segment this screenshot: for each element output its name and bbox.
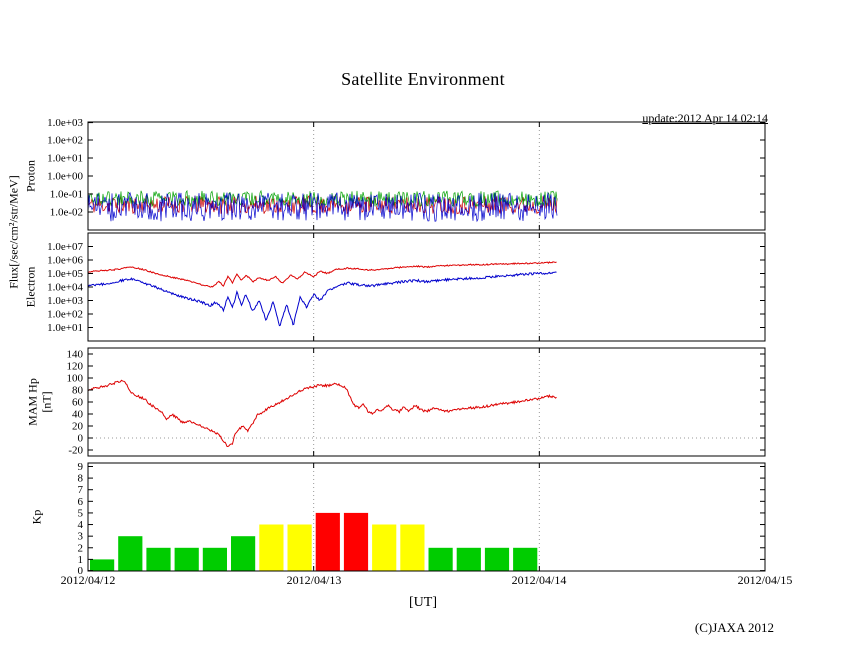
y-tick-label: 80 [72,385,84,397]
kp-bar [90,559,115,571]
y-tick-label: 8 [78,473,84,485]
mam-hp-unit-label: [nT] [39,391,54,413]
kp-bar [484,547,510,571]
proton-blue-trace [87,191,558,223]
y-tick-label: 1.0e+01 [47,322,83,334]
kp-bar [456,547,481,571]
y-tick-label: 5 [78,507,84,519]
y-tick-label: 3 [78,531,84,543]
kp-bar [231,536,256,571]
y-tick-label: 9 [78,461,84,473]
kp-bar [202,547,227,571]
kp-bar [118,536,143,571]
y-tick-label: 2 [78,542,84,554]
y-tick-label: 1.0e+01 [47,153,83,165]
kp-bar [428,547,453,571]
y-tick-label: 1.0e+03 [47,117,83,129]
x-tick-label-day2: 2012/04/14 [511,573,567,587]
mam-hp-frame [87,347,766,457]
kp-bar [315,512,340,571]
x-tick-label-day1: 2012/04/13 [286,573,342,587]
y-tick-label: 1.0e+02 [47,309,83,321]
y-tick-label: 1.0e-01 [50,189,83,201]
page-title: Satellite Environment [341,69,505,89]
kp-bar [287,524,312,571]
y-tick-label: 1.0e+00 [47,171,83,183]
y-tick-label: 0 [78,433,84,445]
electron-flux-frame [87,232,766,342]
y-tick-label: 120 [67,361,84,373]
kp-bar [146,547,171,571]
mam-hp-axis-label: MAM Hp [25,378,40,426]
y-tick-label: 1.0e+02 [47,135,83,147]
y-tick-label: 60 [72,397,84,409]
x-tick-label-day3: 2012/04/15 [737,573,793,587]
y-tick-label: 140 [67,349,84,361]
hp-line [87,379,557,448]
kp-bar [513,547,538,571]
y-tick-label: 6 [78,496,84,508]
y-tick-label: 40 [72,409,84,421]
y-tick-label: 7 [78,484,84,496]
y-tick-label: 1 [78,554,84,566]
kp-bar [372,524,397,571]
kp-axis-label: Kp [29,509,44,525]
y-tick-label: 1.0e+06 [47,255,83,267]
electron-low-line [87,271,557,327]
y-tick-label: 1.0e+03 [47,295,83,307]
kp-bar [174,547,199,571]
kp-bar [400,524,425,571]
kp-index-frame [87,462,766,572]
y-tick-label: 20 [72,421,84,433]
y-tick-label: 4 [78,519,84,531]
x-axis-label: [UT] [409,595,437,610]
y-tick-label: 1.0e+05 [47,268,83,280]
y-tick-label: 1.0e-02 [50,207,83,219]
y-tick-label: 1.0e+04 [47,282,83,294]
kp-bar [343,512,369,571]
flux-axis-label: Flux[/sec/cm²/str/MeV] [6,175,21,289]
y-tick-label: -20 [68,445,83,457]
electron-high-line [87,261,557,288]
y-tick-label: 100 [67,373,84,385]
kp-bar [259,524,284,571]
copyright-label: (C)JAXA 2012 [694,620,774,635]
y-tick-label: 1.0e+07 [47,241,83,253]
electron-axis-label: Electron [23,266,38,308]
proton-axis-label: Proton [23,159,38,193]
y-tick-label: 0 [78,565,84,577]
x-tick-label-day0: 2012/04/12 [60,573,116,587]
